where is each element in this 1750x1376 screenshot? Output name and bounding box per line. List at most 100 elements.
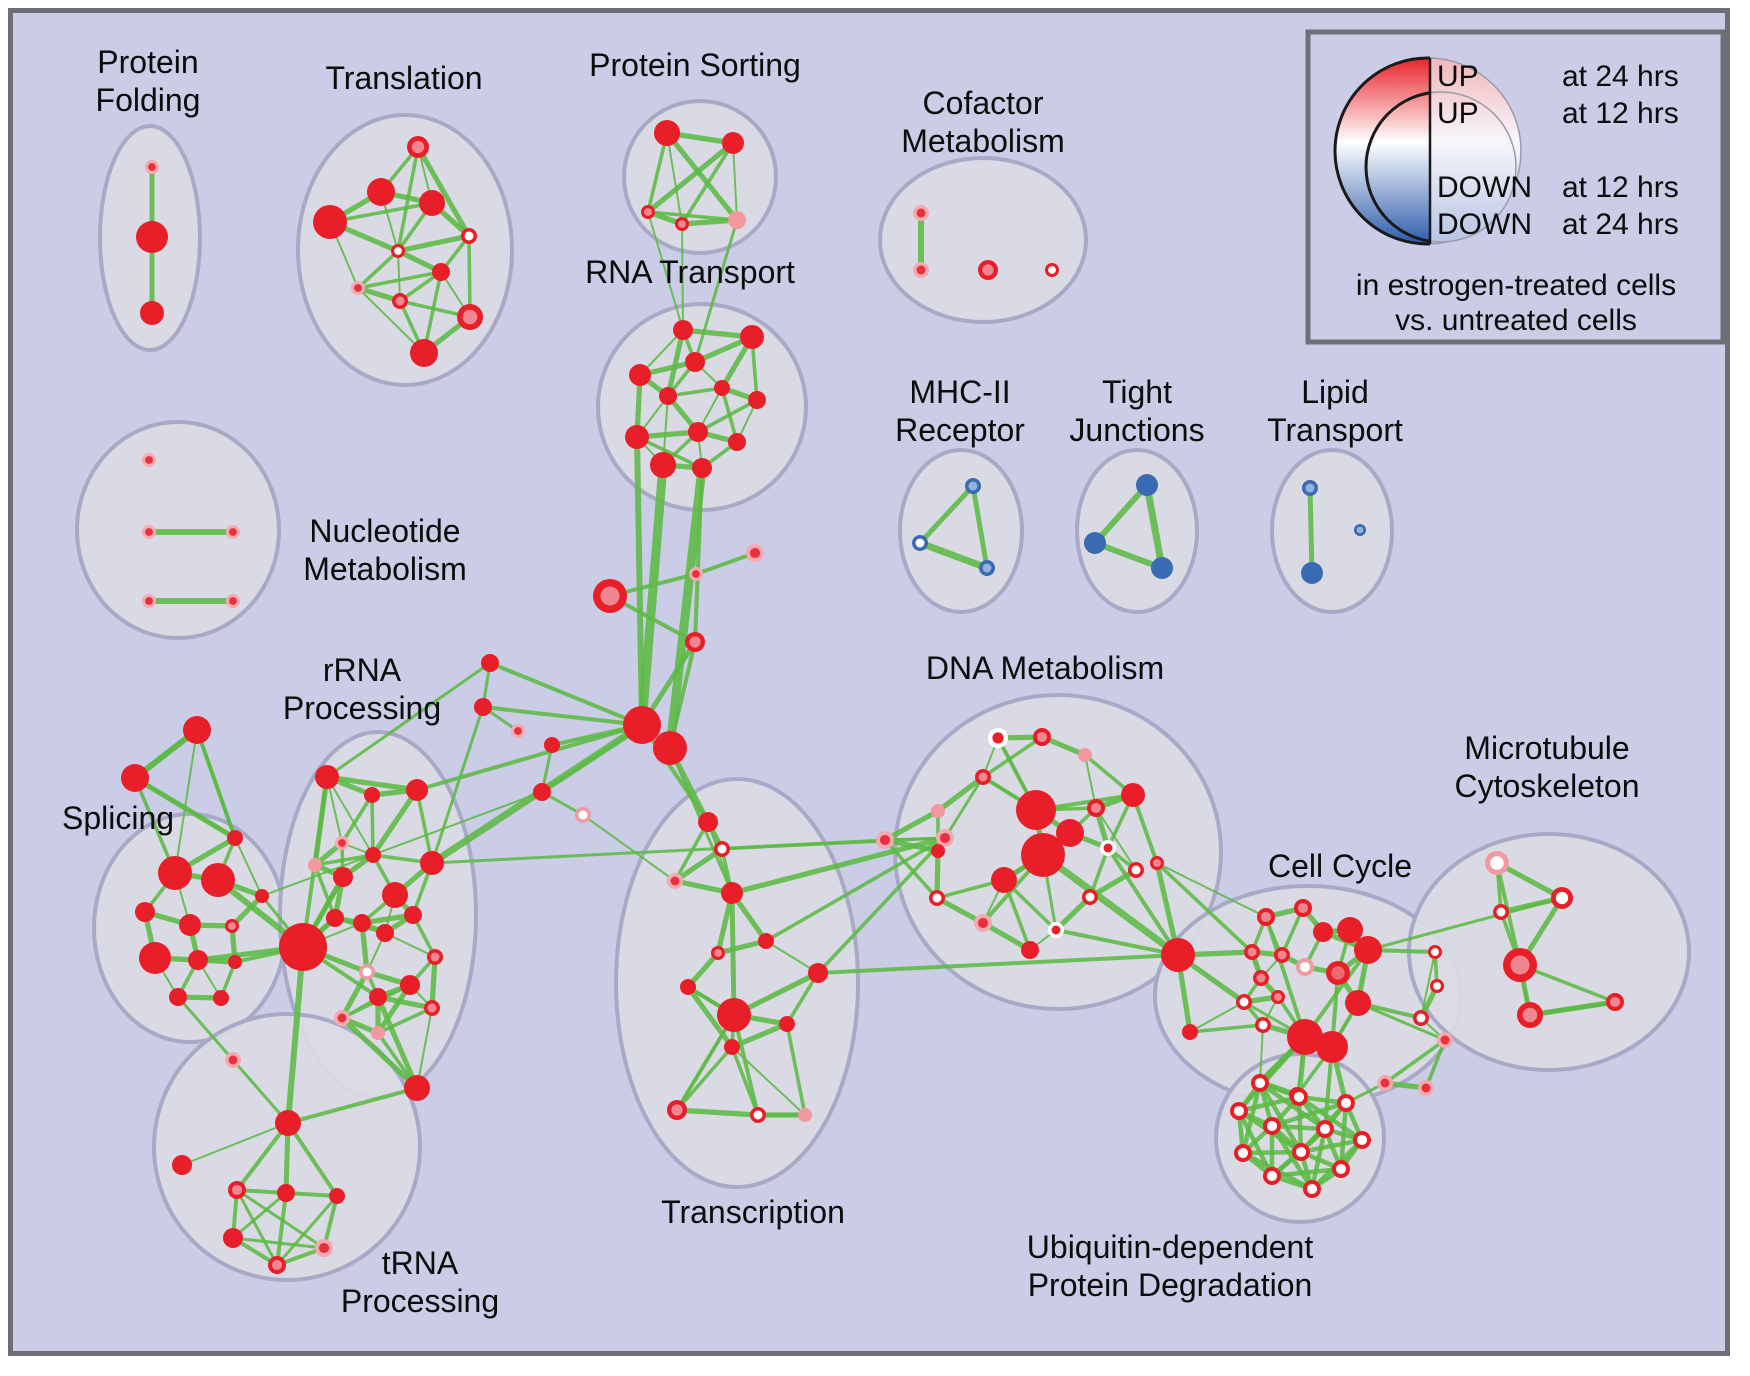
edge	[133, 776, 177, 875]
gene-node-dna-metabolism	[1016, 790, 1056, 830]
gene-node-center-nucleotide-metabolism	[229, 597, 237, 605]
gene-node-center-microtubule-cytoskeleton	[1440, 1035, 1450, 1045]
edge	[340, 793, 374, 845]
edge	[357, 287, 425, 354]
gene-node-splicing	[158, 856, 192, 890]
gene-node-center-cell-cycle	[1331, 966, 1345, 980]
edge	[647, 211, 684, 331]
cluster-label-transcription: Transcription	[661, 1194, 845, 1230]
cluster-label-rna-transport: RNA Transport	[585, 254, 795, 290]
edge	[666, 132, 683, 225]
edge	[732, 142, 738, 221]
edge	[1092, 540, 1165, 571]
cluster-label-mhc-ii-receptor: Receptor	[895, 412, 1025, 448]
edge	[1156, 862, 1267, 918]
edge	[261, 791, 543, 897]
gene-node-center-translation	[354, 284, 362, 292]
edge	[285, 944, 306, 1126]
edge	[1424, 1038, 1447, 1090]
cluster-label-rrna-processing: Processing	[283, 690, 441, 726]
gene-node-center-translation	[395, 296, 405, 306]
gene-node-center-cell-cycle	[1274, 993, 1282, 1001]
gene-node-cell-cycle	[1182, 1024, 1198, 1040]
gene-node-center-transcription	[939, 832, 951, 844]
gene-node-center-cofactor-metabolism	[916, 265, 926, 275]
gene-node-rna-transport	[688, 422, 708, 442]
gene-node-center-central-hub	[514, 727, 522, 735]
gene-node-center-dna-metabolism	[1085, 892, 1095, 902]
edge	[234, 837, 263, 897]
edge	[235, 1121, 290, 1192]
cluster-ellipse-lipid-transport	[1270, 448, 1394, 614]
gene-node-cell-cycle	[1345, 990, 1371, 1016]
cluster-label-protein-sorting: Protein Sorting	[589, 47, 801, 83]
gene-node-center-microtubule-cytoskeleton	[1522, 1007, 1538, 1023]
edge	[764, 836, 947, 943]
gene-node-central-hub	[623, 706, 661, 744]
edge	[1296, 1094, 1365, 1143]
gene-node-translation	[313, 205, 347, 239]
gene-node-rrna-processing	[404, 906, 422, 924]
gene-node-trna-processing	[275, 1110, 301, 1136]
gene-node-dna-metabolism	[1056, 819, 1084, 847]
cluster-label-ubiquitin-degradation: Protein Degradation	[1028, 1267, 1313, 1303]
gene-node-rrna-processing	[371, 1026, 385, 1040]
gene-node-rna-transport	[740, 325, 764, 349]
gene-node-cell-cycle	[1313, 922, 1333, 942]
gene-node-center-dna-metabolism	[1090, 802, 1102, 814]
gene-node-center-microtubule-cytoskeleton	[1431, 948, 1439, 956]
edge	[935, 774, 986, 814]
gene-node-splicing	[201, 863, 235, 897]
cluster-label-microtubule-cytoskeleton: Cytoskeleton	[1455, 768, 1640, 804]
edge	[1155, 861, 1254, 954]
edge	[665, 327, 686, 399]
gene-node-central-hub	[474, 698, 492, 716]
gene-node-center-cofactor-metabolism	[916, 208, 926, 218]
gene-node-rrna-processing	[376, 924, 394, 942]
gene-node-center-protein-sorting	[678, 220, 686, 228]
gene-node-dna-metabolism	[1021, 833, 1065, 877]
gene-node-cell-cycle	[1316, 1031, 1348, 1063]
gene-node-center-microtubule-cytoskeleton	[1380, 1078, 1390, 1088]
edge	[1092, 482, 1150, 546]
edge	[339, 1015, 420, 1091]
cluster-ellipse-transcription	[614, 777, 860, 1189]
cluster-ellipse-tight-junctions	[1075, 448, 1199, 614]
gene-node-transcription	[698, 812, 718, 832]
gene-node-center-ubiquitin-degradation	[1306, 1183, 1318, 1195]
gene-node-center-dna-metabolism	[992, 732, 1004, 744]
gene-node-translation	[367, 178, 395, 206]
nodes-layer	[121, 120, 1624, 1274]
gene-node-central-hub	[481, 654, 499, 672]
gene-node-center-rrna-processing	[337, 1013, 347, 1023]
gene-node-dna-metabolism	[991, 867, 1017, 893]
legend-row-time: at 12 hrs	[1562, 97, 1679, 130]
legend-row-direction: UP	[1437, 97, 1479, 130]
gene-node-splicing	[121, 764, 149, 792]
gene-node-splicing	[228, 955, 242, 969]
edge	[980, 920, 1033, 953]
gene-node-rna-transport	[748, 391, 766, 409]
edge	[645, 140, 736, 215]
gene-node-center-translation	[394, 247, 402, 255]
cluster-label-trna-processing: tRNA	[382, 1245, 459, 1281]
gene-node-center-ubiquitin-degradation	[1266, 1170, 1278, 1182]
gene-node-translation	[419, 190, 445, 216]
legend-row-direction: UP	[1437, 60, 1479, 93]
edge	[429, 954, 438, 1011]
edge	[1259, 1024, 1264, 1083]
gene-node-center-cell-cycle	[1277, 950, 1287, 960]
gene-node-center-cell-cycle	[1247, 947, 1257, 957]
gene-node-splicing	[188, 950, 208, 970]
gene-node-center-protein-folding	[148, 163, 156, 171]
gene-node-center-protein-sorting	[644, 208, 652, 216]
cluster-label-tight-junctions: Junctions	[1069, 412, 1204, 448]
edge	[640, 723, 710, 824]
gene-node-center-ubiquitin-degradation	[1295, 1146, 1307, 1158]
edge	[235, 1188, 279, 1267]
edge	[673, 820, 710, 883]
gene-node-rna-transport	[728, 433, 746, 451]
edge	[646, 131, 669, 214]
legend-row-direction: DOWN	[1437, 208, 1532, 241]
